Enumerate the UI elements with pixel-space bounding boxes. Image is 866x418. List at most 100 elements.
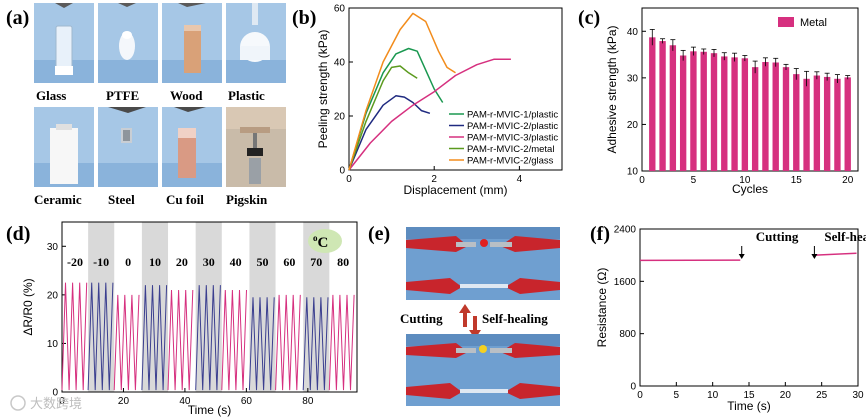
temperature-label: 80 [337,255,349,269]
x-tick-label: 15 [791,175,803,186]
panel-a: (a) Glass PTFE Wood [6,3,286,207]
annotation-arrow-head [811,254,818,259]
unit-badge-bg [308,229,342,253]
temperature-label: 40 [230,255,242,269]
x-axis-title: Time (s) [188,403,232,417]
y-tick-label: 2400 [614,225,637,236]
legend-label: PAM-r-MVIC-2/metal [467,144,554,155]
y-tick-label: 20 [627,120,639,131]
bar [741,58,749,171]
y-axis-title: Peeling strength (kPa) [316,30,330,149]
bar [782,67,790,171]
signal-trace [221,289,247,391]
photo-ptfe [98,3,158,83]
x-tick-label: 20 [118,396,130,407]
temperature-label: 50 [257,255,269,269]
x-axis-title: Displacement (mm) [403,183,507,197]
x-tick-label: 5 [691,175,697,186]
temperature-label: 10 [149,255,161,269]
bar [659,41,666,171]
photo-ceramic [34,107,94,187]
y-tick-label: 800 [619,329,636,340]
chart-f-resistance: 0 5 10 15 20 25 30 0 800 1600 2400 Time (s) Resistan… [595,225,866,414]
x-tick-label: 0 [639,175,645,186]
chart-c-adhesive: 0 5 10 15 20 10 20 30 40 Cycles Adhesive strength … [605,7,859,196]
temperature-label: -20 [67,255,83,269]
label-wood: Wood [170,88,203,103]
legend-label: PAM-r-MVIC-1/plastic [467,110,558,121]
y-tick-label: 60 [334,4,346,15]
legend-label: PAM-r-MVIC-2/plastic [467,121,558,132]
bar [721,56,728,172]
series-line [348,47,444,171]
double-arrow-icon [459,304,481,339]
photo-pigskin [226,107,286,187]
x-tick-label: 20 [842,175,854,186]
label-ptfe: PTFE [106,88,139,103]
panel-f: (f) 0 5 10 15 20 25 30 0 800 1600 2400 Time (s) Resi… [590,223,866,413]
temperature-label: -10 [93,255,109,269]
x-tick-label: 80 [302,396,314,407]
label-cu-foil: Cu foil [166,192,204,207]
x-tick-label: 10 [739,175,751,186]
photo-glass [34,3,94,83]
plot-frame [641,7,859,172]
x-tick-label: 25 [816,390,828,401]
y-tick-label: 10 [627,167,639,178]
panel-d-label: (d) [6,223,30,245]
signal-trace [248,297,275,391]
annotation-label: Self-healing [824,229,866,244]
watermark: 大数跨境 [10,395,82,411]
bar [649,37,656,172]
y-tick-label: 20 [334,112,346,123]
bar [731,57,738,171]
x-tick-label: 0 [346,174,352,185]
x-tick-label: 20 [780,390,792,401]
label-steel: Steel [108,192,135,207]
bar [772,62,779,171]
signal-trace [302,297,329,391]
series-line [348,95,431,171]
x-tick-label: 30 [852,390,864,401]
label-self-healing: Self-healing [482,311,548,326]
x-tick-label: 40 [179,396,191,407]
bar [762,62,769,171]
panel-c-label: (c) [578,7,600,29]
photo-cu-foil [162,107,222,187]
y-tick-label: 40 [627,27,639,38]
y-tick-label: 40 [334,58,346,69]
y-tick-label: 30 [47,242,59,253]
x-tick-label: 2 [431,174,437,185]
plot-frame [639,228,859,387]
panel-b-label: (b) [292,7,316,29]
y-tick-label: 0 [630,382,636,393]
x-tick-label: 5 [674,390,680,401]
bar [793,74,800,171]
y-tick-label: 20 [47,290,59,301]
x-tick-label: 4 [517,174,523,185]
y-axis-title: Resistance (Ω) [595,268,609,348]
watermark-text: 大数跨境 [30,396,82,411]
y-tick-label: 10 [47,339,59,350]
signal-trace [328,294,355,391]
label-cutting: Cutting [400,311,443,326]
panel-e: (e) Cutting Self-healing [368,223,560,406]
resistance-line [812,252,857,256]
bar [690,51,697,171]
signal-trace [87,282,114,391]
legend-label: Metal [800,17,827,29]
x-tick-label: 10 [707,390,719,401]
plot-frame [61,221,358,393]
panel-d: (d) 0 20 40 60 80 0 10 20 30 Time (s) ΔR/R0 (%) -20… [6,221,358,417]
series-line [348,65,418,171]
y-tick-label: 0 [52,388,58,399]
signal-trace [113,294,140,391]
bar [710,53,718,171]
unit-badge: oC [313,233,328,251]
panel-c: (c) 0 5 10 15 20 10 20 30 40 Cycles Adhesive stren… [578,7,859,196]
y-tick-label: 0 [339,166,345,177]
x-axis-title: Cycles [732,182,768,196]
